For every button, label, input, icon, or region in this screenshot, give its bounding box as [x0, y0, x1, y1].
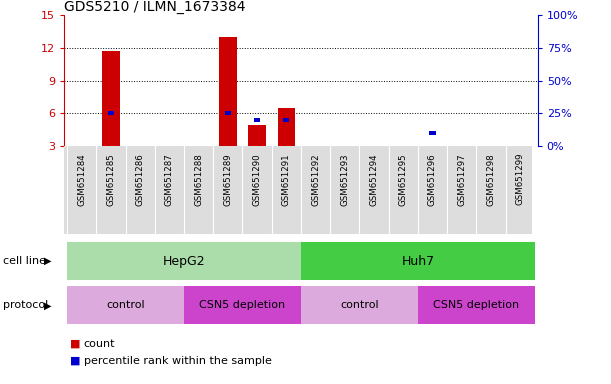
- Text: GSM651292: GSM651292: [311, 153, 320, 205]
- Text: GSM651296: GSM651296: [428, 153, 437, 205]
- Bar: [254, 118, 260, 122]
- Text: control: control: [106, 300, 145, 310]
- Text: ▶: ▶: [45, 300, 52, 310]
- Text: GSM651298: GSM651298: [486, 153, 496, 205]
- Text: GSM651285: GSM651285: [106, 153, 115, 206]
- Text: ■: ■: [70, 339, 81, 349]
- Bar: [277, 108, 295, 146]
- Text: control: control: [340, 300, 379, 310]
- Text: GSM651286: GSM651286: [136, 153, 145, 206]
- Text: GSM651295: GSM651295: [399, 153, 408, 205]
- Bar: [225, 111, 231, 115]
- Text: ■: ■: [70, 356, 81, 366]
- Bar: [301, 242, 535, 280]
- Text: CSN5 depletion: CSN5 depletion: [199, 300, 285, 310]
- FancyBboxPatch shape: [64, 146, 532, 234]
- Bar: [67, 286, 184, 324]
- Text: GSM651284: GSM651284: [77, 153, 86, 206]
- Bar: [102, 51, 120, 146]
- Text: cell line: cell line: [3, 256, 46, 266]
- Text: GSM651288: GSM651288: [194, 153, 203, 206]
- Bar: [67, 242, 301, 280]
- Bar: [423, 146, 441, 173]
- Text: protocol: protocol: [3, 300, 48, 310]
- Bar: [248, 125, 266, 146]
- Bar: [284, 118, 290, 122]
- Text: GSM651291: GSM651291: [282, 153, 291, 205]
- Text: percentile rank within the sample: percentile rank within the sample: [84, 356, 271, 366]
- Text: ▶: ▶: [45, 256, 52, 266]
- Bar: [430, 131, 436, 135]
- Text: Huh7: Huh7: [401, 255, 434, 268]
- Text: GSM651289: GSM651289: [224, 153, 232, 205]
- Text: HepG2: HepG2: [163, 255, 205, 268]
- Text: GSM651294: GSM651294: [370, 153, 378, 205]
- Text: GDS5210 / ILMN_1673384: GDS5210 / ILMN_1673384: [64, 0, 246, 14]
- Text: GSM651297: GSM651297: [457, 153, 466, 205]
- Text: GSM651287: GSM651287: [165, 153, 174, 206]
- Text: GSM651290: GSM651290: [252, 153, 262, 205]
- Text: GSM651299: GSM651299: [516, 153, 525, 205]
- Text: count: count: [84, 339, 115, 349]
- Bar: [219, 37, 236, 146]
- Bar: [184, 286, 301, 324]
- Bar: [301, 286, 418, 324]
- Bar: [108, 111, 114, 115]
- Text: CSN5 depletion: CSN5 depletion: [433, 300, 519, 310]
- Text: GSM651293: GSM651293: [340, 153, 349, 205]
- Bar: [418, 286, 535, 324]
